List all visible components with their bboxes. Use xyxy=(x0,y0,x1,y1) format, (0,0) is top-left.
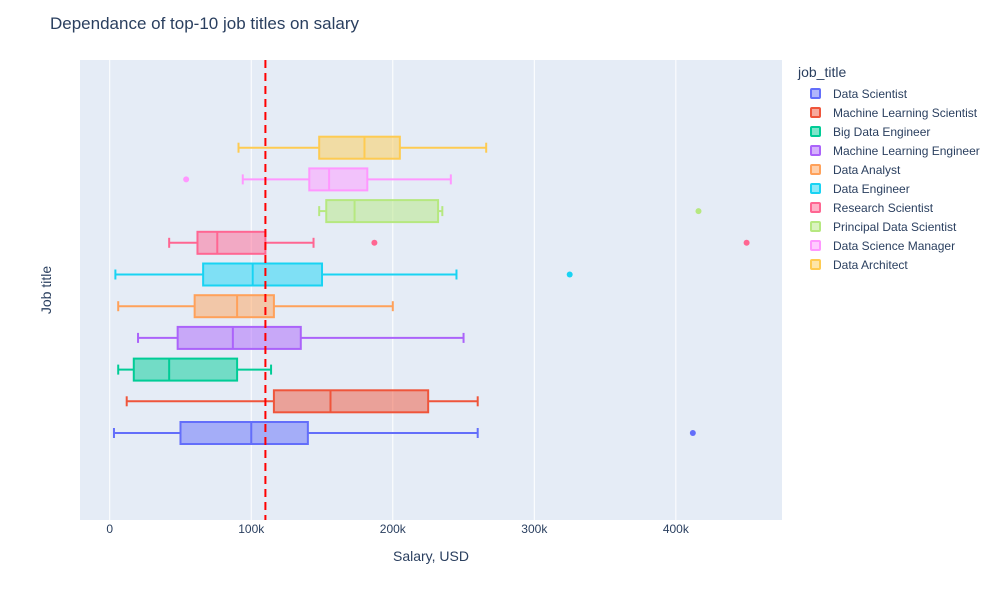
box-iqr xyxy=(196,230,267,255)
plot-background xyxy=(80,60,782,520)
legend-item[interactable]: Data Science Manager xyxy=(798,236,980,255)
chart-title: Dependance of top-10 job titles on salar… xyxy=(50,14,360,33)
box-iqr xyxy=(176,325,302,350)
box-machine-learning-scientist[interactable] xyxy=(125,389,479,414)
outlier-point xyxy=(371,239,378,246)
legend-item[interactable]: Machine Learning Engineer xyxy=(798,141,980,160)
x-tick-label: 400k xyxy=(663,522,690,536)
legend-label: Machine Learning Engineer xyxy=(833,143,980,158)
legend-swatch xyxy=(810,107,821,118)
legend-title: job_title xyxy=(798,64,847,80)
outlier-point xyxy=(183,176,190,183)
box-iqr xyxy=(308,167,369,192)
box-machine-learning-engineer[interactable] xyxy=(137,325,465,350)
outlier-point xyxy=(689,430,696,436)
box-iqr xyxy=(202,262,324,287)
legend-item[interactable]: Research Scientist xyxy=(798,198,980,217)
box-iqr xyxy=(179,421,309,445)
legend-label: Research Scientist xyxy=(833,200,934,215)
box-iqr xyxy=(272,389,430,414)
legend-label: Machine Learning Scientist xyxy=(833,105,978,120)
legend-swatch xyxy=(810,126,821,137)
legend-swatch xyxy=(810,240,821,251)
box-data-scientist[interactable] xyxy=(112,421,696,445)
legend-items: Data Scientist Machine Learning Scientist… xyxy=(798,84,980,274)
y-axis-label: Job title xyxy=(38,266,54,314)
legend-swatch xyxy=(810,259,821,270)
box-data-architect[interactable] xyxy=(237,135,488,160)
legend-item[interactable]: Big Data Engineer xyxy=(798,122,980,141)
x-tick-label: 0 xyxy=(106,522,113,536)
outlier-point xyxy=(743,239,750,246)
legend-label: Data Engineer xyxy=(833,181,910,196)
box-data-engineer[interactable] xyxy=(114,262,573,287)
legend-label: Data Scientist xyxy=(833,86,908,101)
legend-item[interactable]: Machine Learning Scientist xyxy=(798,103,980,122)
box-data-science-manager[interactable] xyxy=(183,167,452,192)
legend-swatch xyxy=(810,164,821,175)
box-big-data-engineer[interactable] xyxy=(117,357,273,382)
legend: job_title Data Scientist Machine Learning… xyxy=(798,64,980,274)
outlier-point xyxy=(566,271,573,278)
legend-swatch xyxy=(810,183,821,194)
x-tick-label: 200k xyxy=(380,522,407,536)
box-research-scientist[interactable] xyxy=(168,230,750,255)
box-iqr xyxy=(318,135,401,160)
legend-label: Principal Data Scientist xyxy=(833,219,957,234)
legend-item[interactable]: Data Architect xyxy=(798,255,980,274)
box-iqr xyxy=(132,357,239,382)
box-iqr xyxy=(193,294,275,319)
x-axis-label: Salary, USD xyxy=(393,548,469,564)
legend-label: Big Data Engineer xyxy=(833,124,931,139)
box-data-analyst[interactable] xyxy=(117,294,394,319)
x-tick-label: 100k xyxy=(238,522,265,536)
legend-label: Data Analyst xyxy=(833,162,901,177)
box-iqr xyxy=(325,199,440,224)
legend-label: Data Science Manager xyxy=(833,238,956,253)
outlier-point xyxy=(695,208,702,215)
legend-item[interactable]: Data Analyst xyxy=(798,160,980,179)
legend-item[interactable]: Principal Data Scientist xyxy=(798,217,980,236)
legend-label: Data Architect xyxy=(833,257,908,272)
box-layer xyxy=(112,135,750,445)
legend-swatch xyxy=(810,202,821,213)
legend-item[interactable]: Data Engineer xyxy=(798,179,980,198)
legend-item[interactable]: Data Scientist xyxy=(798,84,980,103)
x-tick-label: 300k xyxy=(521,522,548,536)
box-principal-data-scientist[interactable] xyxy=(318,199,702,224)
legend-swatch xyxy=(810,221,821,232)
legend-swatch xyxy=(810,88,821,99)
x-tick-labels: 0 100k 200k 300k 400k xyxy=(106,522,689,536)
legend-swatch xyxy=(810,145,821,156)
